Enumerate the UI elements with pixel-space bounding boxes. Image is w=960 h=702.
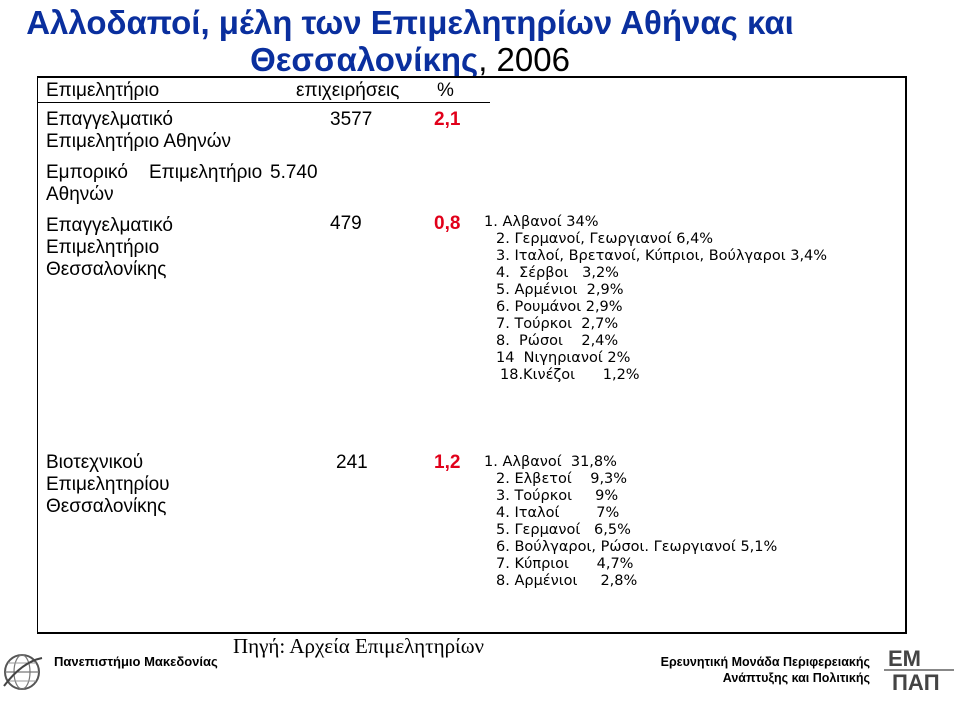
- university-name: Πανεπιστήμιο Μακεδονίας: [54, 654, 218, 669]
- title-line-1: Αλλοδαποί, μέλη των Επιμελητηρίων Αθήνας…: [26, 4, 794, 41]
- source-note: Πηγή: Αρχεία Επιμελητηρίων: [233, 634, 485, 658]
- row3-count: 479: [330, 213, 362, 234]
- table-header-border: [37, 102, 490, 103]
- header-businesses: επιχειρήσεις: [296, 80, 400, 101]
- row3-name: Επαγγελματικό Επιμελητήριο Θεσσαλονίκης: [46, 215, 173, 280]
- row3-percent: 0,8: [434, 213, 461, 234]
- table-top-border: [37, 76, 906, 78]
- row2-count: 5.740: [270, 162, 318, 183]
- svg-text:ΠΑΠ: ΠΑΠ: [892, 670, 940, 695]
- university-logo-icon: [3, 654, 43, 690]
- header-chamber: Επιμελητήριο: [46, 80, 160, 101]
- research-unit-name: Ερευνητική Μονάδα Περιφερειακής Ανάπτυξη…: [660, 655, 870, 685]
- title-line-2: Θεσσαλονίκης, 2006: [250, 41, 570, 78]
- row4-percent: 1,2: [434, 452, 461, 473]
- row2-name: Εμπορικό Επιμελητήριο Αθηνών: [46, 162, 263, 205]
- title-year: , 2006: [478, 41, 570, 78]
- research-unit-logo-icon: ΕΜ ΠΑΠ: [884, 646, 954, 695]
- row1-percent: 2,1: [434, 109, 461, 130]
- row4-name: Βιοτεχνικού Επιμελητηρίου Θεσσαλονίκης: [46, 452, 170, 517]
- row3-notes: 1. Αλβανοί 34% 2. Γερμανοί, Γεωργιανοί 6…: [484, 214, 828, 383]
- row4-count: 241: [336, 452, 368, 473]
- table-left-border: [37, 76, 38, 632]
- svg-text:ΕΜ: ΕΜ: [888, 646, 921, 671]
- slide-title: Αλλοδαποί, μέλη των Επιμελητηρίων Αθήνας…: [0, 4, 820, 78]
- header-percent: %: [437, 80, 454, 101]
- table-bottom-border: [37, 632, 907, 634]
- table-right-border: [905, 76, 907, 634]
- row4-notes: 1. Αλβανοί 31,8% 2. Ελβετοί 9,3% 3. Τούρ…: [484, 454, 778, 589]
- row1-count: 3577: [330, 109, 373, 130]
- row1-name: Επαγγελματικό Επιμελητήριο Αθηνών: [46, 109, 232, 152]
